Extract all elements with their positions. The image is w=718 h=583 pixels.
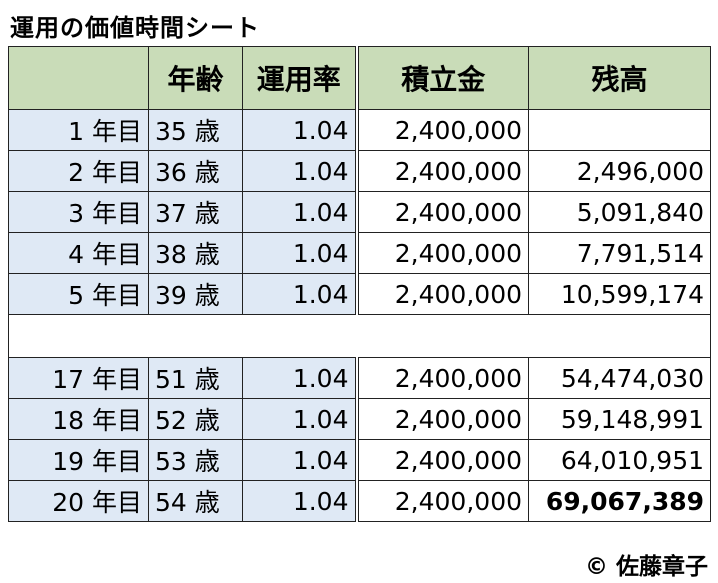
deposit-cell[interactable]: 2,400,000: [354, 357, 529, 399]
header-age[interactable]: 年齢: [148, 46, 243, 110]
rate-cell[interactable]: 1.04: [242, 150, 357, 192]
table-row: 18 年目 52 歳 1.04 2,400,000 59,148,991: [8, 398, 711, 440]
table-row: 2 年目 36 歳 1.04 2,400,000 2,496,000: [8, 150, 711, 192]
deposit-cell[interactable]: 2,400,000: [354, 273, 529, 315]
rate-cell[interactable]: 1.04: [242, 109, 357, 151]
table-row: 1 年目 35 歳 1.04 2,400,000: [8, 109, 711, 151]
copyright-text: © 佐藤章子: [584, 554, 708, 580]
balance-cell[interactable]: 2,496,000: [528, 150, 711, 192]
gap-cell: [356, 314, 529, 358]
gap-cell: [8, 314, 149, 358]
rate-cell[interactable]: 1.04: [242, 232, 357, 274]
rate-cell[interactable]: 1.04: [242, 191, 357, 233]
table-row: 3 年目 37 歳 1.04 2,400,000 5,091,840: [8, 191, 711, 233]
deposit-cell[interactable]: 2,400,000: [354, 480, 529, 522]
year-cell[interactable]: 2 年目: [8, 150, 149, 192]
balance-cell[interactable]: 54,474,030: [528, 357, 711, 399]
rate-cell[interactable]: 1.04: [242, 357, 357, 399]
age-cell[interactable]: 35 歳: [148, 109, 243, 151]
balance-cell[interactable]: [528, 109, 711, 151]
deposit-cell[interactable]: 2,400,000: [354, 191, 529, 233]
age-cell[interactable]: 37 歳: [148, 191, 243, 233]
gap-row: [8, 314, 711, 358]
deposit-cell[interactable]: 2,400,000: [354, 150, 529, 192]
deposit-cell[interactable]: 2,400,000: [354, 439, 529, 481]
deposit-cell[interactable]: 2,400,000: [354, 109, 529, 151]
table-row: 17 年目 51 歳 1.04 2,400,000 54,474,030: [8, 357, 711, 399]
year-cell[interactable]: 5 年目: [8, 273, 149, 315]
deposit-cell[interactable]: 2,400,000: [354, 232, 529, 274]
gap-cell: [242, 314, 357, 358]
page-title: 運用の価値時間シート: [10, 14, 260, 42]
age-cell[interactable]: 39 歳: [148, 273, 243, 315]
age-cell[interactable]: 54 歳: [148, 480, 243, 522]
balance-cell[interactable]: 7,791,514: [528, 232, 711, 274]
age-cell[interactable]: 38 歳: [148, 232, 243, 274]
table-row: 19 年目 53 歳 1.04 2,400,000 64,010,951: [8, 439, 711, 481]
header-deposit[interactable]: 積立金: [354, 46, 529, 110]
header-year[interactable]: [8, 46, 149, 110]
final-balance-cell[interactable]: 69,067,389: [528, 480, 711, 522]
age-cell[interactable]: 51 歳: [148, 357, 243, 399]
header-rate[interactable]: 運用率: [242, 46, 357, 110]
year-cell[interactable]: 18 年目: [8, 398, 149, 440]
year-cell[interactable]: 17 年目: [8, 357, 149, 399]
gap-cell: [528, 314, 711, 358]
balance-cell[interactable]: 5,091,840: [528, 191, 711, 233]
value-time-table: 年齢 運用率 積立金 残高 1 年目 35 歳 1.04 2,400,000 2…: [8, 46, 711, 522]
balance-cell[interactable]: 59,148,991: [528, 398, 711, 440]
header-balance[interactable]: 残高: [528, 46, 711, 110]
table-row: 5 年目 39 歳 1.04 2,400,000 10,599,174: [8, 273, 711, 315]
rate-cell[interactable]: 1.04: [242, 398, 357, 440]
rate-cell[interactable]: 1.04: [242, 273, 357, 315]
age-cell[interactable]: 36 歳: [148, 150, 243, 192]
gap-cell: [148, 314, 243, 358]
balance-cell[interactable]: 10,599,174: [528, 273, 711, 315]
year-cell[interactable]: 4 年目: [8, 232, 149, 274]
table-row: 4 年目 38 歳 1.04 2,400,000 7,791,514: [8, 232, 711, 274]
rate-cell[interactable]: 1.04: [242, 480, 357, 522]
year-cell[interactable]: 1 年目: [8, 109, 149, 151]
year-cell[interactable]: 20 年目: [8, 480, 149, 522]
age-cell[interactable]: 53 歳: [148, 439, 243, 481]
table-row: 20 年目 54 歳 1.04 2,400,000 69,067,389: [8, 480, 711, 522]
header-row: 年齢 運用率 積立金 残高: [8, 46, 711, 110]
balance-cell[interactable]: 64,010,951: [528, 439, 711, 481]
year-cell[interactable]: 3 年目: [8, 191, 149, 233]
deposit-cell[interactable]: 2,400,000: [354, 398, 529, 440]
year-cell[interactable]: 19 年目: [8, 439, 149, 481]
age-cell[interactable]: 52 歳: [148, 398, 243, 440]
rate-cell[interactable]: 1.04: [242, 439, 357, 481]
